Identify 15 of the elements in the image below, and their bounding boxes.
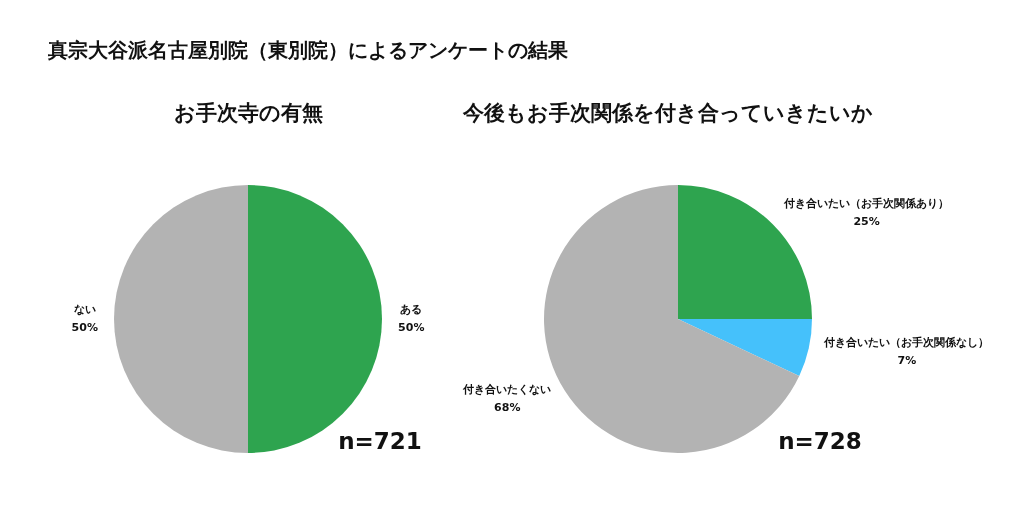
chart-title: 今後もお手次関係を付き合っていきたいか	[463, 100, 873, 127]
slice-label: ある	[400, 302, 423, 316]
slice-label: 付き合いたくない	[462, 383, 552, 397]
slice-label: 付き合いたい（お手次関係あり）	[783, 196, 950, 210]
text: n=728	[778, 428, 862, 454]
data-label: 25%	[853, 214, 880, 228]
text: 真宗大谷派名古屋別院（東別院）によるアンケートの結果	[48, 37, 568, 64]
chart-title: お手次寺の有無	[173, 100, 323, 127]
data-label: 50%	[71, 320, 98, 334]
slice-label: 付き合いたい（お手次関係なし）	[823, 335, 990, 349]
data-label: 7%	[897, 353, 917, 367]
data-label: 68%	[494, 401, 521, 415]
slice-label: ない	[73, 302, 96, 316]
text: n=721	[338, 428, 422, 454]
data-label: 50%	[398, 320, 425, 334]
